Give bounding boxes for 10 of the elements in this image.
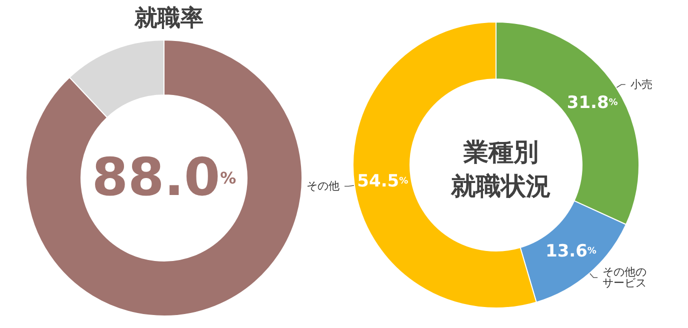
data-label: 31.8%: [566, 93, 618, 114]
chart-title: 就職率: [134, 4, 204, 32]
slice-label: その他: [306, 180, 340, 193]
data-label: 88.0%: [92, 148, 236, 208]
text: 業種別: [462, 138, 538, 166]
slice-label: その他のサービス: [602, 266, 647, 290]
text: 就職状況: [450, 172, 551, 200]
data-label: 54.5%: [357, 171, 408, 192]
slice-label: 小売: [630, 78, 652, 91]
data-label: 13.6%: [545, 242, 596, 262]
